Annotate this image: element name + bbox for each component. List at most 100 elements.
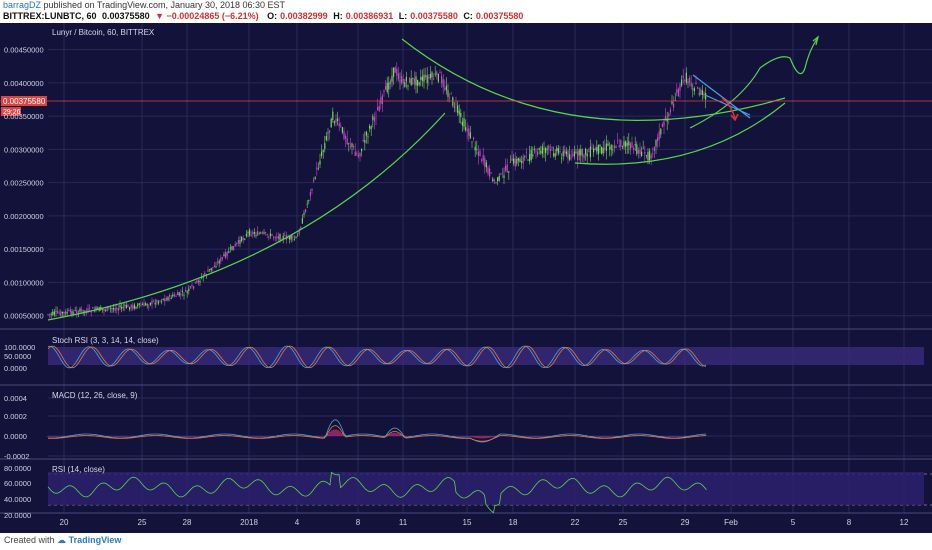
candle-body — [601, 146, 603, 154]
stoch-pane-title: Stoch RSI (3, 3, 14, 14, close) — [52, 336, 159, 345]
candle-body — [258, 233, 260, 235]
time-badge-bg — [1, 107, 21, 116]
author-link[interactable]: barragDZ — [3, 0, 42, 10]
pattern-drawings — [47, 37, 819, 321]
candle-body — [469, 132, 471, 139]
macd-histogram-bar — [465, 436, 467, 437]
price-y-tick: 0.00350000 — [4, 112, 44, 121]
macd-histogram-bar — [279, 435, 281, 437]
macd-histogram-bar — [547, 436, 549, 437]
candle-body — [634, 144, 636, 146]
candle-body — [105, 309, 107, 311]
candle-body — [188, 288, 190, 292]
macd-histogram-bar — [529, 436, 531, 437]
candle-body — [52, 311, 54, 315]
macd-histogram-bar — [129, 436, 131, 437]
candle-body — [361, 148, 363, 152]
candle-body — [669, 109, 671, 113]
macd-histogram-bar — [115, 436, 117, 437]
candle-body — [309, 192, 311, 196]
candle-body — [661, 124, 663, 128]
candle-body — [245, 233, 247, 237]
price-pane-title: Lunyr / Bitcoin, 60, BITTREX — [52, 28, 155, 37]
macd-histogram-bar — [591, 436, 593, 437]
candle-body — [617, 140, 619, 142]
macd-histogram-bar — [489, 436, 491, 438]
candle-body — [55, 310, 57, 312]
macd-histogram-bar — [109, 436, 111, 437]
candle-body — [314, 177, 316, 180]
candle-body — [421, 76, 423, 81]
macd-histogram-bar — [673, 436, 675, 437]
candle-body — [551, 146, 553, 148]
x-axis-labels: 20 25 28 2018 4 8 11 15 18 22 25 29 Feb 5 8 12 — [60, 518, 909, 527]
candle-body — [628, 141, 630, 146]
candle-body — [445, 85, 447, 91]
candle-body — [162, 298, 164, 301]
candle-body — [108, 306, 110, 308]
candle-body — [289, 236, 291, 240]
candle-body — [217, 261, 219, 263]
macd-histogram-bar — [307, 435, 309, 437]
candle-body — [241, 236, 243, 241]
candle-body — [679, 84, 681, 91]
candle-body — [122, 307, 124, 308]
macd-histogram-bar — [47, 436, 49, 437]
candle-body — [242, 238, 244, 240]
macd-histogram-bar — [211, 435, 213, 437]
candle-body — [615, 147, 617, 148]
x-tick-label: 18 — [509, 518, 518, 527]
macd-histogram-bar — [331, 430, 333, 436]
candle-body — [249, 229, 251, 236]
macd-histogram-bar — [375, 435, 377, 437]
candle-body — [212, 267, 214, 268]
candle-body — [701, 90, 703, 95]
price-y-tick: 0.00400000 — [4, 79, 44, 88]
macd-histogram-bar — [303, 435, 305, 437]
macd-histogram-bar — [445, 435, 447, 437]
candle-body — [125, 305, 127, 309]
macd-histogram-bar — [453, 436, 455, 437]
chart-svg[interactable]: 0.00375580 29:26 Lunyr / Bitcoin, 60, BI… — [0, 23, 932, 533]
macd-histogram-bar — [179, 436, 181, 437]
candle-body — [82, 309, 84, 314]
macd-histogram-bar — [493, 436, 495, 437]
candle-body — [146, 304, 148, 306]
candle-body — [607, 143, 609, 146]
candle-body — [377, 107, 379, 111]
candle-body — [553, 153, 555, 156]
macd-histogram-bar — [277, 435, 279, 437]
macd-histogram-bar — [487, 436, 489, 438]
candle-body — [153, 300, 155, 302]
macd-histogram-bar — [675, 436, 677, 437]
macd-histogram-bar — [525, 436, 527, 437]
macd-histogram-bar — [389, 433, 391, 436]
candle-body — [268, 237, 270, 239]
candle-body — [124, 304, 126, 307]
symbol-label: BITTREX:LUNBTC, 60 — [3, 11, 97, 21]
candle-body — [156, 299, 158, 302]
macd-histogram-bar — [677, 436, 679, 437]
candle-body — [365, 131, 367, 136]
macd-histogram-bar — [251, 436, 253, 437]
macd-histogram-bar — [267, 436, 269, 437]
macd-histogram-bar — [183, 436, 185, 437]
candle-body — [559, 150, 561, 152]
y-axis-labels: 0.00450000 0.00400000 0.00350000 0.00300000… — [4, 46, 44, 520]
candle-body — [295, 236, 297, 238]
candle-body — [522, 156, 524, 164]
candle-body — [157, 301, 159, 304]
tradingview-brand[interactable]: TradingView — [68, 535, 122, 545]
candle-body — [330, 118, 332, 128]
candle-body — [353, 145, 355, 148]
candle-body — [277, 235, 279, 239]
macd-histogram-bar — [201, 436, 203, 437]
candle-body — [167, 297, 169, 301]
candle-body — [639, 149, 641, 155]
chart-area[interactable]: 0.00375580 29:26 Lunyr / Bitcoin, 60, BI… — [0, 23, 932, 533]
candle-body — [225, 252, 227, 259]
macd-histogram-bar — [583, 435, 585, 437]
candle-body — [220, 257, 222, 262]
macd-histogram-bar — [679, 436, 681, 437]
candle-body — [137, 304, 139, 307]
